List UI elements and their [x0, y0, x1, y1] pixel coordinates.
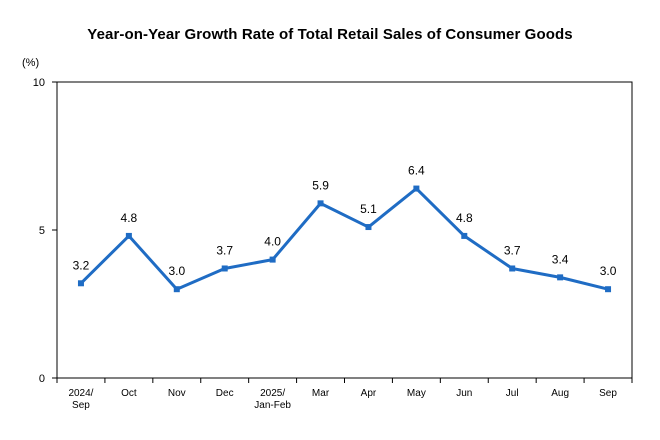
y-axis-unit-label: (%): [22, 57, 39, 69]
x-tick-label-line: Jan-Feb: [254, 400, 291, 411]
x-tick-label: Mar: [312, 388, 330, 399]
x-tick-label: Dec: [216, 388, 234, 399]
y-axis-ticks: 0 5 10: [33, 77, 57, 385]
x-tick-label: Nov: [168, 388, 186, 399]
chart-title: Year-on-Year Growth Rate of Total Retail…: [87, 26, 573, 43]
data-point-label: 5.9: [312, 178, 329, 192]
data-point-label: 4.0: [264, 235, 281, 249]
data-point-marker: [509, 265, 516, 272]
data-point-label: 6.4: [408, 164, 425, 178]
data-point-marker: [269, 256, 276, 263]
data-point-marker: [605, 286, 612, 293]
x-tick-label-line: Mar: [312, 388, 330, 399]
y-tick-label: 0: [39, 373, 45, 385]
data-point-label: 3.0: [600, 264, 617, 278]
x-tick-label-line: Oct: [121, 388, 137, 399]
data-point-label: 3.7: [504, 243, 521, 257]
y-tick-label: 10: [33, 77, 45, 89]
data-point-marker: [413, 185, 420, 192]
x-tick-label: Oct: [121, 388, 137, 399]
data-point-label: 3.4: [552, 252, 569, 266]
series-markers: [77, 185, 612, 293]
x-tick-label-line: Nov: [168, 388, 186, 399]
data-point-marker: [317, 200, 324, 207]
x-tick-label-line: Dec: [216, 388, 234, 399]
data-point-label: 3.0: [168, 264, 185, 278]
data-point-marker: [557, 274, 564, 281]
y-tick-label: 5: [39, 225, 45, 237]
x-tick-label-line: Jun: [456, 388, 472, 399]
data-point-marker: [125, 232, 132, 239]
x-tick-label: 2024/Sep: [68, 388, 93, 411]
x-tick-label: Jul: [506, 388, 519, 399]
data-point-marker: [461, 232, 468, 239]
x-tick-label-line: 2025/: [260, 388, 285, 399]
x-tick-label-line: Jul: [506, 388, 519, 399]
x-tick-label-line: Apr: [361, 388, 377, 399]
x-axis-ticks: 2024/Sep Oct Nov Dec 2025/Jan-Feb Mar Apr May Ju…: [56, 378, 633, 411]
x-tick-label-line: 2024/: [68, 388, 93, 399]
data-point-label: 3.2: [73, 258, 90, 272]
series-line: [79, 187, 609, 291]
data-point-marker: [221, 265, 228, 272]
data-point-marker: [77, 280, 84, 287]
x-tick-label-line: Sep: [72, 400, 90, 411]
x-tick-label: Jun: [456, 388, 472, 399]
data-point-marker: [173, 286, 180, 293]
x-tick-label: 2025/Jan-Feb: [254, 388, 291, 411]
x-tick-label: Aug: [551, 388, 569, 399]
data-point-label: 4.8: [121, 211, 138, 225]
x-tick-label: May: [407, 388, 426, 399]
data-labels: 3.2 4.8 3.0 3.7 4.0 5.9 5.1 6.4 4.8 3.7 3.4 3.0: [73, 164, 617, 279]
x-tick-label: Sep: [599, 388, 617, 399]
data-point-label: 3.7: [216, 243, 233, 257]
x-tick-label-line: Aug: [551, 388, 569, 399]
data-point-label: 4.8: [456, 211, 473, 225]
data-point-label: 5.1: [360, 202, 377, 216]
plot-area-frame: [56, 81, 633, 379]
x-tick-label: Apr: [361, 388, 377, 399]
x-tick-label-line: May: [407, 388, 426, 399]
x-tick-label-line: Sep: [599, 388, 617, 399]
data-point-marker: [365, 224, 372, 231]
